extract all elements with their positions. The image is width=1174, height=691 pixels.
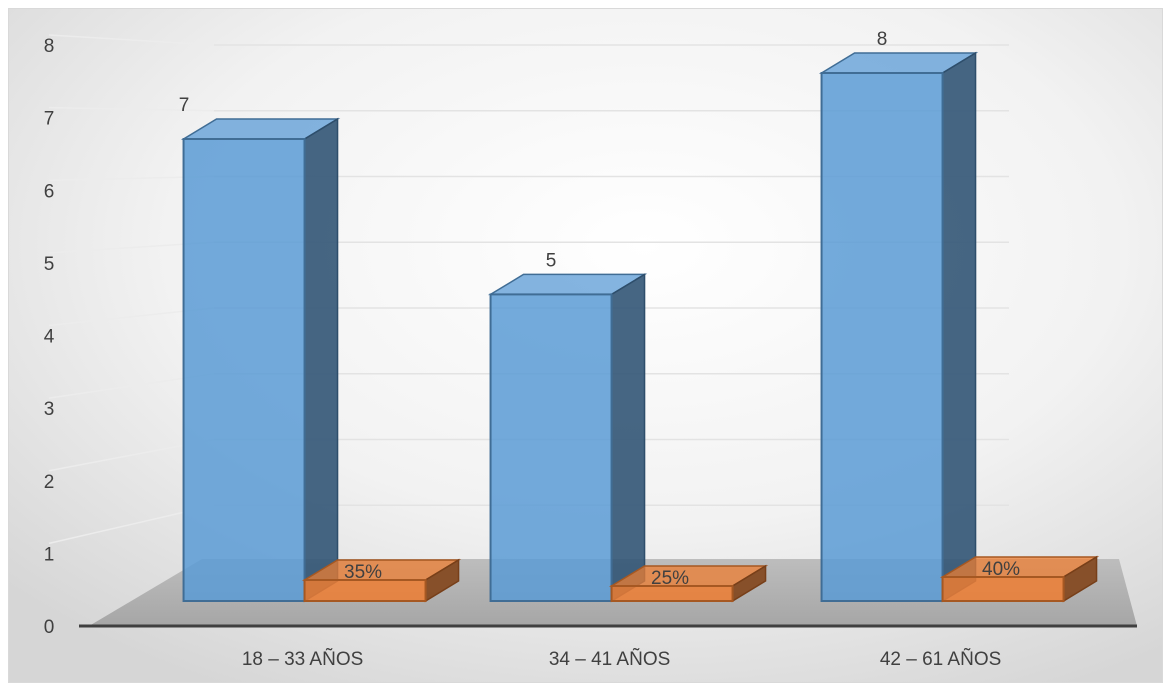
y-tick-label: 8	[44, 36, 55, 57]
bar-series2-2	[939, 555, 1100, 603]
y-tick-label: 7	[44, 109, 55, 130]
bar-series1-2-side	[941, 51, 977, 603]
y-tick-label: 2	[44, 472, 55, 493]
bar-series1-2	[818, 51, 979, 603]
data-label-series2: 35%	[344, 562, 382, 583]
bar-series1-0-side	[303, 117, 339, 603]
category-label: 42 – 61 AÑOS	[880, 648, 1001, 670]
bar-series2-0	[301, 558, 462, 603]
category-label: 18 – 33 AÑOS	[242, 648, 363, 670]
category-label: 34 – 41 AÑOS	[549, 648, 670, 670]
bar-series1-2-front	[820, 72, 944, 602]
bar-series2-1-front	[610, 585, 734, 602]
bar-series2-2-front	[941, 576, 1065, 602]
bar-chart: 0 1 2 3 4 5 6 7 8 7 35% 5 25% 8 40% 18 – 33 AÑOS 34 – …	[9, 9, 1162, 682]
bar-series1-0	[180, 117, 341, 603]
bar-series1-1	[487, 273, 648, 603]
y-axis-ticks: 0 1 2 3 4 5 6 7 8	[44, 36, 55, 638]
bars	[180, 51, 1100, 603]
chart-frame: 0 1 2 3 4 5 6 7 8 7 35% 5 25% 8 40% 18 – 33 AÑOS 34 – …	[8, 8, 1163, 683]
x-axis-categories: 18 – 33 AÑOS 34 – 41 AÑOS 42 – 61 AÑOS	[242, 648, 1001, 670]
data-label-series1: 7	[179, 95, 190, 116]
y-tick-label: 6	[44, 181, 55, 202]
bar-series1-0-front	[182, 138, 306, 602]
y-tick-label: 5	[44, 254, 55, 275]
data-label-series1: 8	[877, 29, 888, 50]
bar-series2-1	[608, 564, 769, 603]
y-tick-label: 3	[44, 399, 55, 420]
data-label-series2: 40%	[982, 559, 1020, 580]
bar-series2-0-front	[303, 579, 427, 602]
bar-series1-1-side	[610, 273, 646, 603]
data-label-series2: 25%	[651, 568, 689, 589]
y-tick-label: 4	[44, 327, 55, 348]
gridline-side	[48, 106, 215, 112]
bar-series1-1-front	[489, 293, 613, 602]
data-labels: 7 35% 5 25% 8 40%	[179, 29, 1020, 589]
data-label-series1: 5	[546, 250, 557, 271]
gridline-side	[48, 34, 215, 46]
y-tick-label: 0	[44, 617, 55, 638]
y-tick-label: 1	[44, 544, 55, 565]
